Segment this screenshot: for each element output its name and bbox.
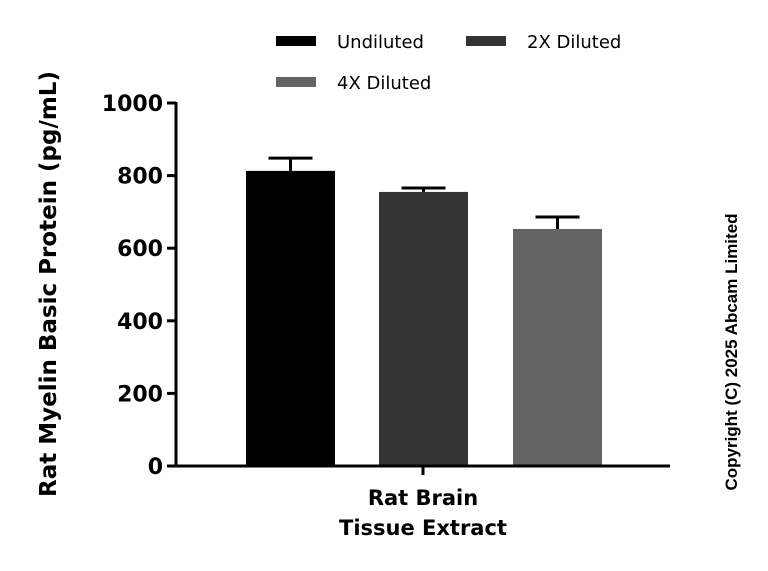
y-tick-label: 200	[117, 382, 163, 407]
legend-swatch	[276, 36, 316, 46]
x-axis: Rat Brain Tissue Extract	[167, 464, 670, 540]
legend-label: 4X Diluted	[337, 73, 431, 94]
legend-swatch	[466, 36, 506, 46]
y-axis-title: Rat Myelin Basic Protein (pg/mL)	[36, 71, 62, 497]
bar-undiluted	[246, 170, 335, 467]
legend-label: Undiluted	[337, 32, 424, 53]
bars	[246, 156, 602, 467]
y-tick-label: 1000	[102, 92, 163, 117]
y-tick-label: 600	[117, 237, 163, 262]
y-tick-label: 0	[148, 455, 163, 480]
y-tick-label: 800	[117, 165, 163, 190]
legend: Undiluted 2X Diluted 4X Diluted	[276, 32, 621, 94]
x-category-label: Rat Brain	[368, 486, 478, 510]
legend-swatch	[276, 77, 316, 87]
copyright-text: Copyright (C) 2025 Abcam Limited	[722, 213, 741, 490]
bar-4x-diluted	[513, 228, 602, 466]
bar-2x-diluted	[379, 191, 468, 466]
y-axis: 0 200 400 600 800 1000	[102, 92, 178, 480]
y-tick-label: 400	[117, 310, 163, 335]
legend-label: 2X Diluted	[527, 32, 621, 53]
x-category-label: Tissue Extract	[339, 516, 507, 540]
